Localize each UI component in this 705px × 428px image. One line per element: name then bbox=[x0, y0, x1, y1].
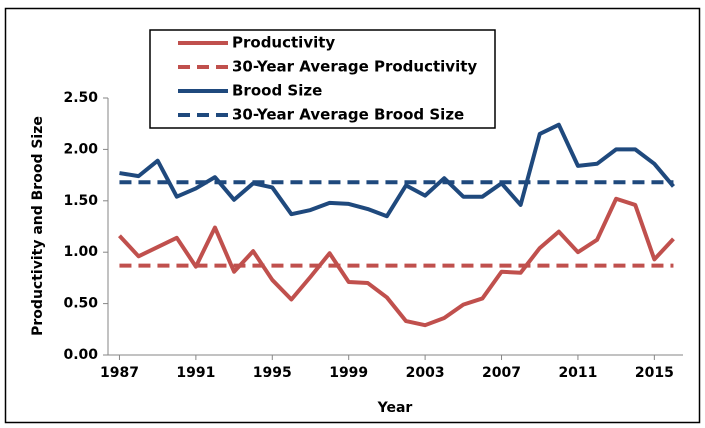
y-tick-label: 2.50 bbox=[63, 90, 98, 106]
legend-box bbox=[149, 29, 496, 129]
y-tick-label: 2.00 bbox=[63, 141, 98, 157]
x-tick-label: 2007 bbox=[482, 365, 521, 381]
x-tick-label: 2011 bbox=[558, 365, 597, 381]
legend-label: Productivity bbox=[232, 34, 335, 52]
y-tick-label: 1.00 bbox=[63, 244, 98, 260]
x-axis-label: Year bbox=[377, 400, 413, 416]
x-tick-label: 1991 bbox=[176, 365, 215, 381]
series-line bbox=[117, 196, 675, 328]
x-tick-label: 1987 bbox=[100, 365, 139, 381]
legend-label: 30-Year Average Productivity bbox=[232, 58, 477, 76]
y-tick-label: 0.00 bbox=[63, 347, 98, 363]
series-line bbox=[119, 122, 675, 219]
x-tick-label: 2015 bbox=[635, 365, 674, 381]
legend-label: 30-Year Average Brood Size bbox=[232, 106, 464, 124]
x-tick-label: 2003 bbox=[406, 365, 445, 381]
y-tick-label: 0.50 bbox=[63, 296, 98, 312]
x-tick-label: 1999 bbox=[329, 365, 368, 381]
x-tick-label: 1995 bbox=[253, 365, 292, 381]
y-axis-label: Productivity and Brood Size bbox=[30, 116, 46, 336]
y-tick-label: 1.50 bbox=[63, 193, 98, 209]
legend-label: Brood Size bbox=[232, 82, 322, 100]
